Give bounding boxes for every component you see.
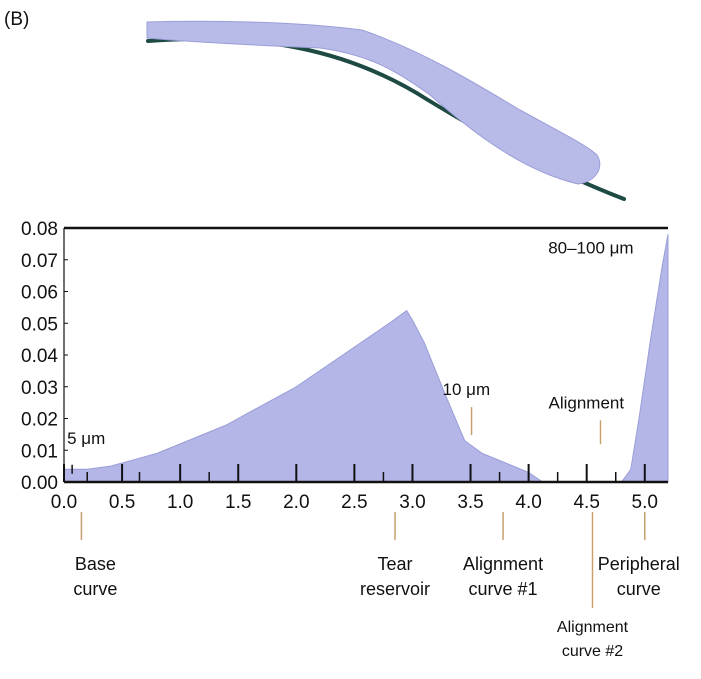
y-tick-label: 0.08 — [21, 219, 58, 240]
x-tick-label: 1.0 — [167, 492, 193, 513]
x-tick-label: 4.0 — [515, 492, 541, 513]
annotation-label: 80–100 μm — [548, 238, 633, 257]
x-tick-label: 1.5 — [225, 492, 251, 513]
y-tick-label: 0.01 — [21, 441, 58, 462]
y-tick-label: 0.02 — [21, 410, 58, 431]
lens-illustration — [146, 20, 626, 201]
callout-label: curve — [617, 579, 661, 599]
callout-label: Base — [75, 554, 116, 574]
callout-label: Peripheral — [598, 554, 680, 574]
callout-label: curve #2 — [562, 643, 623, 660]
y-tick-label: 0.05 — [21, 314, 58, 335]
x-tick-label: 5.0 — [632, 492, 658, 513]
callouts: Base curve Tear reservoir Alignment curve #1 A… — [73, 512, 680, 660]
y-tick-label: 0.06 — [21, 283, 58, 304]
x-tick-label: 2.0 — [283, 492, 309, 513]
annotation-label: Alignment — [549, 393, 625, 412]
minor-ticks — [86, 472, 617, 482]
callout-label: Alignment — [463, 554, 543, 574]
annotation-label: 5 μm — [67, 429, 105, 448]
x-tick-label: 0.5 — [109, 492, 135, 513]
callout-label: Tear — [378, 554, 413, 574]
y-ticks: 0.00 0.01 0.02 0.03 0.04 0.05 0.06 0.07 0.08 — [21, 219, 68, 494]
x-tick-label: 3.5 — [457, 492, 483, 513]
y-tick-label: 0.03 — [21, 378, 58, 399]
annotation-label: 10 μm — [443, 380, 491, 399]
x-ticks: 0.0 0.5 1.0 1.5 2.0 2.5 3.0 3.5 4.0 4.5 5.0 — [51, 464, 658, 513]
callout-label: reservoir — [360, 579, 430, 599]
data-area — [63, 234, 669, 483]
x-tick-label: 0.0 — [51, 492, 77, 513]
x-tick-label: 2.5 — [341, 492, 367, 513]
callout-label: Alignment — [557, 619, 629, 636]
callout-label: curve — [73, 579, 117, 599]
contact-lens — [146, 20, 601, 185]
x-tick-label: 3.0 — [399, 492, 425, 513]
y-tick-label: 0.04 — [21, 346, 58, 367]
y-tick-label: 0.07 — [21, 251, 58, 272]
annotations: 5 μm 10 μm Alignment 80–100 μm — [67, 238, 634, 474]
callout-label: curve #1 — [469, 579, 538, 599]
x-tick-label: 4.5 — [573, 492, 599, 513]
y-tick-label: 0.00 — [21, 473, 58, 494]
panel-label: (B) — [4, 9, 29, 30]
chart: 0.0 0.5 1.0 1.5 2.0 2.5 3.0 3.5 4.0 4.5 5.0 0.000.… — [21, 219, 680, 660]
